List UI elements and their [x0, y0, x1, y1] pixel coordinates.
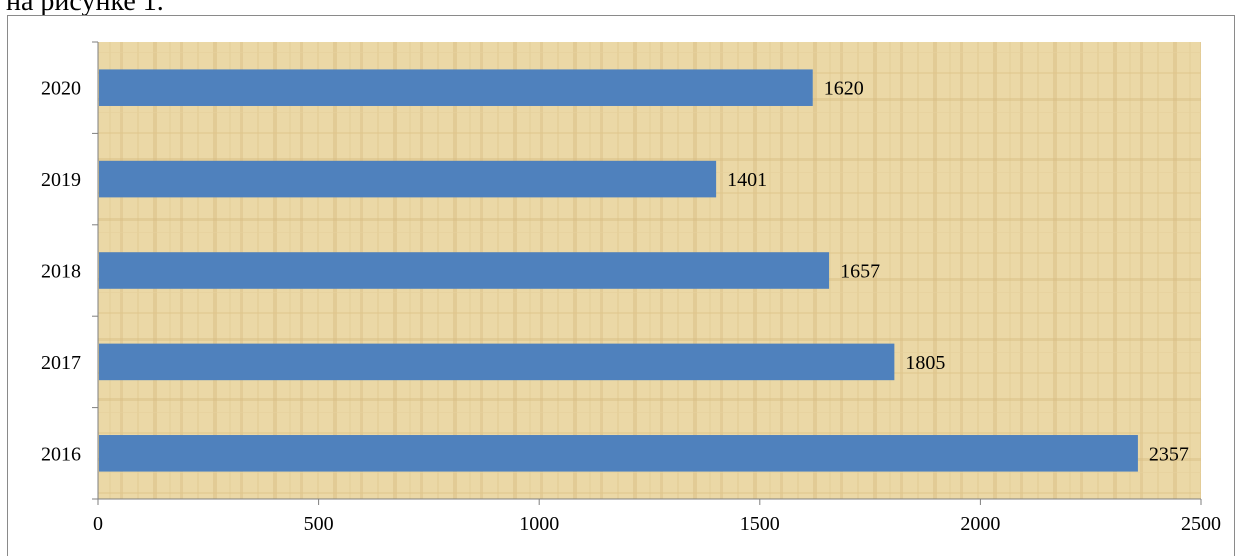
- x-tick-label: 2500: [1181, 513, 1221, 535]
- y-tick-label-2016: 2016: [41, 443, 81, 465]
- x-tick-label: 2000: [960, 513, 1000, 535]
- y-tick-label-2018: 2018: [41, 261, 81, 283]
- caption-fragment: на рисунке 1.: [6, 0, 164, 17]
- bar-2018: [99, 252, 830, 289]
- bar-2019: [99, 160, 717, 198]
- bar-2020: [99, 69, 813, 106]
- x-tick-label: 1500: [740, 513, 780, 535]
- data-label-2016: 2357: [1149, 443, 1189, 465]
- data-label-2017: 1805: [905, 352, 945, 374]
- x-tick-label: 500: [304, 513, 334, 535]
- bar-2016: [99, 435, 1138, 472]
- data-label-2020: 1620: [824, 78, 864, 100]
- bar-2017: [99, 343, 895, 381]
- x-tick-label: 0: [93, 513, 103, 535]
- data-label-2019: 1401: [727, 169, 767, 191]
- data-label-2018: 1657: [840, 261, 880, 283]
- y-tick-label-2019: 2019: [41, 169, 81, 191]
- x-tick-label: 1000: [519, 513, 559, 535]
- y-tick-label-2020: 2020: [41, 78, 81, 100]
- y-tick-label-2017: 2017: [41, 352, 81, 374]
